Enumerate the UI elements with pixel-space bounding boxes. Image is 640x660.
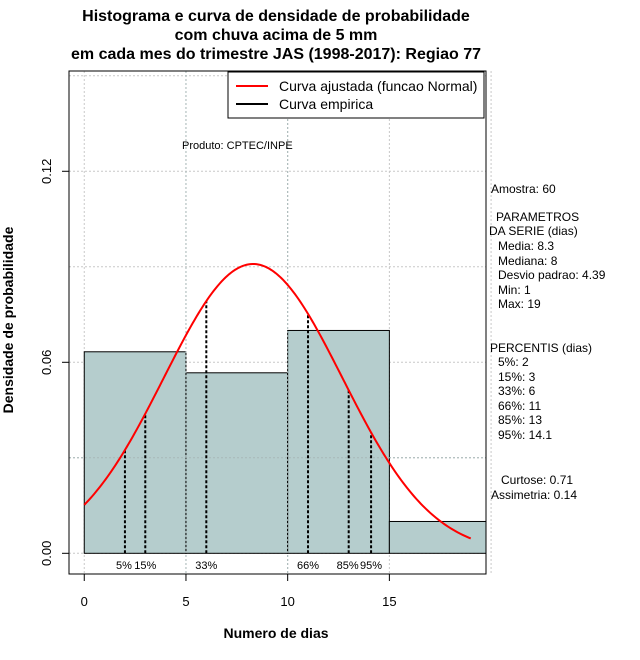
- percentile-label-1: 5%: [116, 560, 132, 572]
- kurtosis: Curtose: 0.71: [501, 473, 573, 487]
- y-tick-label-1: 0.06: [39, 350, 54, 375]
- histogram-bar-1: [83, 351, 187, 554]
- percentil-66: 66%: 11: [498, 399, 541, 413]
- x-tick-label-5: 5: [182, 594, 189, 609]
- legend-empirical-label: Curva empirica: [279, 96, 373, 112]
- percentile-label-3: 33%: [195, 560, 217, 572]
- chart-title-line-3: em cada mes do trimestre JAS (1998-2017)…: [71, 46, 481, 63]
- axes: 0 5 10 15 0.00 0.06 0.12: [39, 70, 487, 609]
- legend-box: [227, 71, 485, 119]
- histogram-bar-3: [287, 329, 390, 554]
- percentis-header: PERCENTIS (dias): [490, 341, 592, 355]
- stats-panel: Amostra: 60 PARAMETROS DA SERIE (dias) M…: [489, 182, 606, 502]
- y-tick-label-0: 0.00: [39, 541, 54, 566]
- percentile-label-4: 66%: [297, 560, 319, 572]
- sample-size: Amostra: 60: [491, 182, 556, 196]
- percentil-15: 15%: 3: [498, 370, 536, 384]
- percentil-85: 85%: 13: [498, 413, 542, 427]
- percentile-label-6: 95%: [360, 560, 382, 572]
- percentile-label-5: 85%: [337, 560, 359, 572]
- legend: Curva ajustada (funcao Normal) Curva emp…: [227, 71, 485, 119]
- percentil-95: 95%: 14.1: [498, 428, 552, 442]
- param-median: Mediana: 8: [498, 254, 558, 268]
- percentile-label-2: 15%: [134, 560, 156, 572]
- percentil-5: 5%: 2: [498, 355, 529, 369]
- percentil-33: 33%: 6: [498, 384, 536, 398]
- param-sd: Desvio padrao: 4.39: [498, 268, 606, 282]
- percentile-lines: 5% 15% 33% 66% 85% 95%: [116, 301, 382, 572]
- x-tick-label-15: 15: [382, 594, 396, 609]
- histogram-bar-4: [388, 520, 487, 554]
- y-axis-title: Densidade de probabilidade: [0, 226, 16, 413]
- param-min: Min: 1: [498, 283, 531, 297]
- histogram-bars: [69, 71, 487, 574]
- y-tick-label-2: 0.12: [39, 159, 54, 184]
- chart-title-line-2: com chuva acima de 5 mm: [175, 27, 378, 44]
- x-axis-title: Numero de dias: [223, 625, 328, 641]
- x-tick-label-0: 0: [81, 594, 88, 609]
- legend-fitted-label: Curva ajustada (funcao Normal): [279, 78, 477, 94]
- params-header-2: DA SERIE (dias): [489, 224, 578, 238]
- params-header-1: PARAMETROS: [496, 210, 579, 224]
- param-max: Max: 19: [498, 297, 541, 311]
- param-mean: Media: 8.3: [498, 239, 554, 253]
- skewness: Assimetria: 0.14: [491, 488, 577, 502]
- normal-curve-layer: [83, 263, 472, 540]
- product-label: Produto: CPTEC/INPE: [182, 140, 293, 152]
- x-tick-label-10: 10: [280, 594, 294, 609]
- histogram-bar-2: [185, 372, 289, 554]
- chart-title-line-1: Histograma e curva de densidade de proba…: [82, 8, 470, 25]
- normal-fit-curve: [83, 263, 472, 540]
